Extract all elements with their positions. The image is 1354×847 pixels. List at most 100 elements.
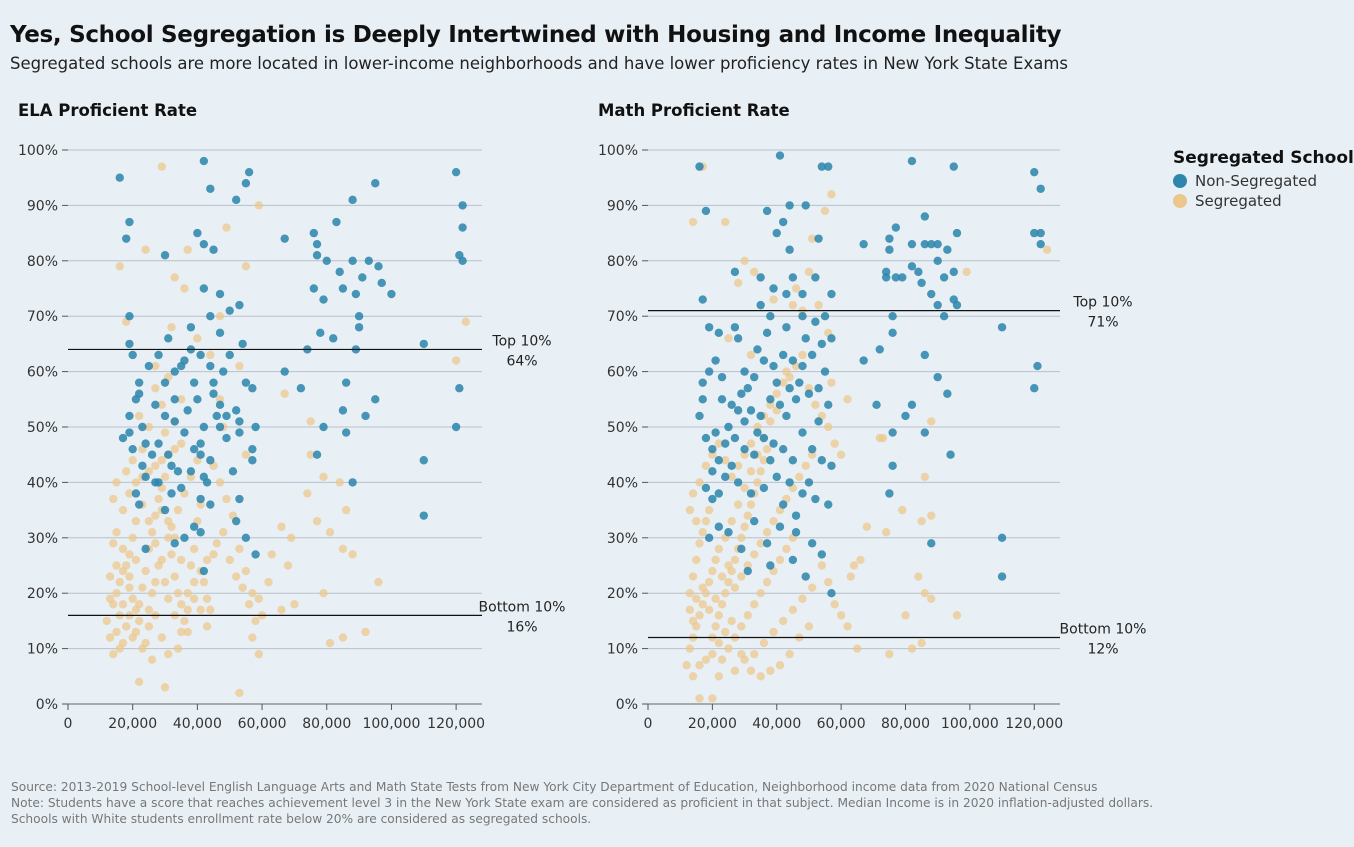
math-point-non-segregated — [733, 334, 743, 343]
ela-point-non-segregated — [319, 422, 328, 432]
ela-point-non-segregated — [248, 444, 257, 454]
ela-point-non-segregated — [125, 217, 134, 227]
ela-point-non-segregated — [235, 494, 244, 504]
math-point-non-segregated — [785, 384, 794, 393]
ela-point-non-segregated — [455, 384, 464, 393]
ela-point-non-segregated — [125, 312, 134, 321]
math-point-non-segregated — [827, 289, 836, 299]
ela-point-segregated — [112, 627, 121, 637]
math-point-non-segregated — [943, 245, 952, 254]
math-point-non-segregated — [811, 273, 820, 282]
ela-point-non-segregated — [228, 467, 238, 476]
ela-point-non-segregated — [241, 378, 251, 387]
math-point-non-segregated — [927, 239, 936, 249]
ela-point-segregated — [306, 417, 315, 426]
ela-point-segregated — [118, 600, 128, 609]
math-point-segregated — [724, 334, 733, 343]
math-point-non-segregated — [753, 428, 762, 437]
math-point-segregated — [917, 516, 926, 526]
math-point-non-segregated — [939, 273, 949, 282]
ela-point-segregated — [361, 627, 370, 637]
math-point-non-segregated — [791, 528, 801, 537]
ela-point-non-segregated — [170, 395, 179, 404]
math-point-segregated — [695, 611, 704, 620]
math-point-non-segregated — [730, 267, 740, 277]
ela-point-non-segregated — [348, 256, 357, 265]
math-point-non-segregated — [772, 472, 781, 482]
math-point-segregated — [692, 594, 701, 603]
ela-x-tick-label: 20,000 — [108, 716, 157, 732]
legend-title: Segregated School — [1173, 148, 1354, 168]
math-y-tick-label: 20% — [607, 586, 638, 602]
math-point-non-segregated — [933, 300, 942, 310]
math-point-segregated — [881, 528, 891, 537]
ela-x-tick-label: 80,000 — [302, 716, 351, 732]
math-point-non-segregated — [881, 273, 891, 282]
ela-point-segregated — [451, 356, 461, 365]
ela-point-segregated — [183, 589, 192, 598]
math-point-non-segregated — [891, 223, 901, 232]
ela-point-segregated — [160, 472, 170, 482]
ela-point-segregated — [109, 649, 118, 659]
ela-point-non-segregated — [312, 239, 322, 249]
math-point-non-segregated — [901, 411, 910, 421]
ela-point-segregated — [303, 489, 312, 498]
math-point-non-segregated — [920, 350, 930, 360]
ela-point-segregated — [125, 583, 134, 592]
ela-point-non-segregated — [125, 428, 134, 437]
ela-point-segregated — [202, 594, 212, 603]
ela-point-non-segregated — [151, 478, 160, 487]
ela-point-non-segregated — [215, 289, 225, 299]
math-y-tick-label: 60% — [607, 365, 638, 381]
math-point-non-segregated — [817, 550, 827, 559]
ela-point-segregated — [319, 589, 328, 598]
math-point-segregated — [714, 439, 724, 448]
ela-point-segregated — [238, 583, 247, 592]
ela-point-non-segregated — [222, 411, 231, 421]
ela-point-segregated — [173, 644, 183, 653]
math-point-non-segregated — [933, 256, 942, 265]
ela-point-segregated — [186, 561, 196, 570]
ela-point-segregated — [118, 544, 128, 554]
math-x-tick-label: 40,000 — [752, 716, 801, 732]
ela-point-segregated — [147, 589, 157, 598]
math-point-segregated — [701, 516, 711, 526]
math-point-segregated — [766, 666, 775, 675]
math-point-segregated — [711, 555, 720, 565]
ela-ref-label-bottom: Bottom 10% — [479, 599, 566, 615]
ela-point-segregated — [164, 516, 173, 526]
ela-point-segregated — [312, 516, 322, 526]
math-point-segregated — [746, 439, 756, 448]
ela-point-segregated — [160, 428, 170, 437]
ela-point-segregated — [189, 577, 199, 587]
ela-y-tick-label: 60% — [27, 365, 58, 381]
math-point-non-segregated — [814, 384, 823, 393]
ela-point-segregated — [170, 572, 179, 581]
ela-point-segregated — [170, 444, 179, 454]
math-point-segregated — [804, 622, 814, 631]
math-point-segregated — [878, 433, 888, 443]
math-point-non-segregated — [920, 212, 930, 221]
ela-x-tick-label: 0 — [64, 716, 73, 732]
math-y-tick-label: 100% — [598, 143, 638, 159]
ela-point-segregated — [319, 472, 328, 482]
ela-point-segregated — [134, 411, 144, 421]
math-point-segregated — [756, 539, 765, 548]
ela-point-non-segregated — [241, 533, 251, 542]
chart-subtitle: Segregated schools are more located in l… — [10, 54, 1069, 73]
math-point-non-segregated — [820, 312, 830, 321]
math-point-non-segregated — [695, 411, 704, 421]
math-point-non-segregated — [949, 267, 958, 277]
math-point-segregated — [717, 600, 727, 609]
ela-point-segregated — [157, 555, 166, 565]
math-point-non-segregated — [788, 456, 798, 465]
ela-point-non-segregated — [231, 195, 241, 205]
ela-point-non-segregated — [138, 422, 147, 432]
math-point-non-segregated — [1036, 239, 1045, 249]
ela-point-non-segregated — [186, 323, 196, 332]
ela-point-segregated — [199, 577, 209, 587]
math-point-non-segregated — [724, 422, 733, 432]
ela-y-tick-label: 30% — [27, 531, 58, 547]
math-point-non-segregated — [743, 566, 752, 576]
math-point-non-segregated — [872, 400, 881, 410]
